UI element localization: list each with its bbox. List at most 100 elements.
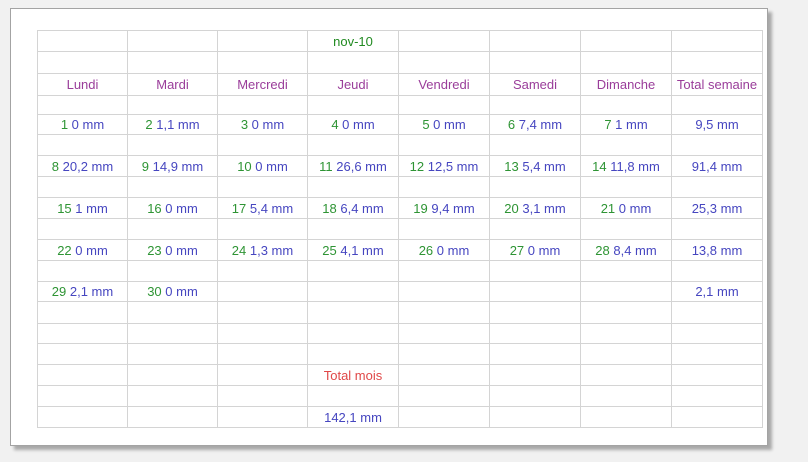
empty-week-cell[interactable] <box>580 134 672 156</box>
grid-cell[interactable] <box>217 95 308 115</box>
day-cell[interactable] <box>489 281 581 302</box>
empty-week-cell[interactable] <box>217 260 308 282</box>
grid-cell[interactable] <box>37 343 128 365</box>
day-cell[interactable]: 10 0 mm <box>217 155 308 177</box>
day-cell[interactable] <box>580 281 672 302</box>
day-cell[interactable]: 23 0 mm <box>127 239 218 261</box>
grid-cell[interactable] <box>307 95 399 115</box>
empty-week-cell[interactable] <box>37 134 128 156</box>
grid-cell[interactable] <box>127 343 218 365</box>
empty-week-cell[interactable] <box>580 301 672 324</box>
day-cell[interactable]: 12 12,5 mm <box>398 155 490 177</box>
grid-cell[interactable] <box>217 406 308 428</box>
grid-cell[interactable] <box>307 385 399 407</box>
empty-week-cell[interactable] <box>217 301 308 324</box>
day-cell[interactable]: 13 5,4 mm <box>489 155 581 177</box>
grid-cell[interactable] <box>398 364 490 386</box>
weekday-header-cell[interactable]: Samedi <box>489 73 581 96</box>
week-total-cell[interactable]: 91,4 mm <box>671 155 763 177</box>
empty-week-cell[interactable] <box>217 176 308 198</box>
day-cell[interactable]: 29 2,1 mm <box>37 281 128 302</box>
day-cell[interactable]: 19 9,4 mm <box>398 197 490 219</box>
day-cell[interactable]: 24 1,3 mm <box>217 239 308 261</box>
empty-week-cell[interactable] <box>398 301 490 324</box>
empty-week-cell[interactable] <box>37 176 128 198</box>
grid-cell[interactable] <box>127 95 218 115</box>
empty-week-cell[interactable] <box>217 218 308 240</box>
day-cell[interactable]: 28 8,4 mm <box>580 239 672 261</box>
empty-week-cell[interactable] <box>671 134 763 156</box>
empty-week-cell[interactable] <box>489 176 581 198</box>
grid-cell[interactable] <box>37 406 128 428</box>
empty-week-cell[interactable] <box>671 218 763 240</box>
grid-cell[interactable] <box>307 51 399 74</box>
day-cell[interactable]: 30 0 mm <box>127 281 218 302</box>
day-cell[interactable] <box>37 323 128 344</box>
day-cell[interactable]: 14 11,8 mm <box>580 155 672 177</box>
day-cell[interactable]: 9 14,9 mm <box>127 155 218 177</box>
day-cell[interactable]: 17 5,4 mm <box>217 197 308 219</box>
grid-cell[interactable] <box>580 385 672 407</box>
empty-week-cell[interactable] <box>489 301 581 324</box>
grid-cell[interactable] <box>398 343 490 365</box>
empty-week-cell[interactable] <box>580 218 672 240</box>
grid-cell[interactable] <box>489 364 581 386</box>
grid-cell[interactable] <box>37 30 128 52</box>
day-cell[interactable] <box>217 281 308 302</box>
empty-week-cell[interactable] <box>671 176 763 198</box>
weekday-header-cell[interactable]: Dimanche <box>580 73 672 96</box>
grid-cell[interactable] <box>37 364 128 386</box>
day-cell[interactable] <box>489 323 581 344</box>
weekday-header-cell[interactable]: Vendredi <box>398 73 490 96</box>
grid-cell[interactable] <box>489 406 581 428</box>
empty-week-cell[interactable] <box>307 134 399 156</box>
empty-week-cell[interactable] <box>671 260 763 282</box>
grid-cell[interactable] <box>489 343 581 365</box>
grid-cell[interactable] <box>671 95 763 115</box>
empty-week-cell[interactable] <box>489 134 581 156</box>
weekday-header-cell[interactable]: Jeudi <box>307 73 399 96</box>
day-cell[interactable]: 8 20,2 mm <box>37 155 128 177</box>
week-total-cell[interactable]: 2,1 mm <box>671 281 763 302</box>
grid-cell[interactable] <box>580 51 672 74</box>
day-cell[interactable] <box>307 281 399 302</box>
day-cell[interactable]: 6 7,4 mm <box>489 114 581 135</box>
grid-cell[interactable] <box>217 364 308 386</box>
empty-week-cell[interactable] <box>307 260 399 282</box>
empty-week-cell[interactable] <box>127 260 218 282</box>
grid-cell[interactable] <box>307 343 399 365</box>
week-total-header-cell[interactable]: Total semaine <box>671 73 763 96</box>
empty-week-cell[interactable] <box>37 301 128 324</box>
grid-cell[interactable] <box>580 343 672 365</box>
grid-cell[interactable] <box>489 95 581 115</box>
empty-week-cell[interactable] <box>580 176 672 198</box>
empty-week-cell[interactable] <box>671 301 763 324</box>
grid-cell[interactable] <box>580 364 672 386</box>
day-cell[interactable]: 26 0 mm <box>398 239 490 261</box>
grid-cell[interactable] <box>37 385 128 407</box>
grid-cell[interactable] <box>580 95 672 115</box>
grid-cell[interactable] <box>489 51 581 74</box>
day-cell[interactable]: 3 0 mm <box>217 114 308 135</box>
weekday-header-cell[interactable]: Lundi <box>37 73 128 96</box>
empty-week-cell[interactable] <box>307 301 399 324</box>
grid-cell[interactable] <box>127 30 218 52</box>
week-total-cell[interactable]: 13,8 mm <box>671 239 763 261</box>
day-cell[interactable]: 18 6,4 mm <box>307 197 399 219</box>
grid-cell[interactable] <box>127 385 218 407</box>
day-cell[interactable] <box>127 323 218 344</box>
grid-cell[interactable] <box>398 95 490 115</box>
empty-week-cell[interactable] <box>398 260 490 282</box>
day-cell[interactable] <box>217 323 308 344</box>
empty-week-cell[interactable] <box>489 218 581 240</box>
grid-cell[interactable] <box>127 406 218 428</box>
grid-cell[interactable] <box>489 385 581 407</box>
grid-cell[interactable] <box>217 385 308 407</box>
grid-cell[interactable] <box>37 95 128 115</box>
grid-cell[interactable] <box>671 385 763 407</box>
grid-cell[interactable] <box>37 51 128 74</box>
day-cell[interactable]: 20 3,1 mm <box>489 197 581 219</box>
day-cell[interactable]: 11 26,6 mm <box>307 155 399 177</box>
day-cell[interactable]: 25 4,1 mm <box>307 239 399 261</box>
grid-cell[interactable] <box>217 343 308 365</box>
